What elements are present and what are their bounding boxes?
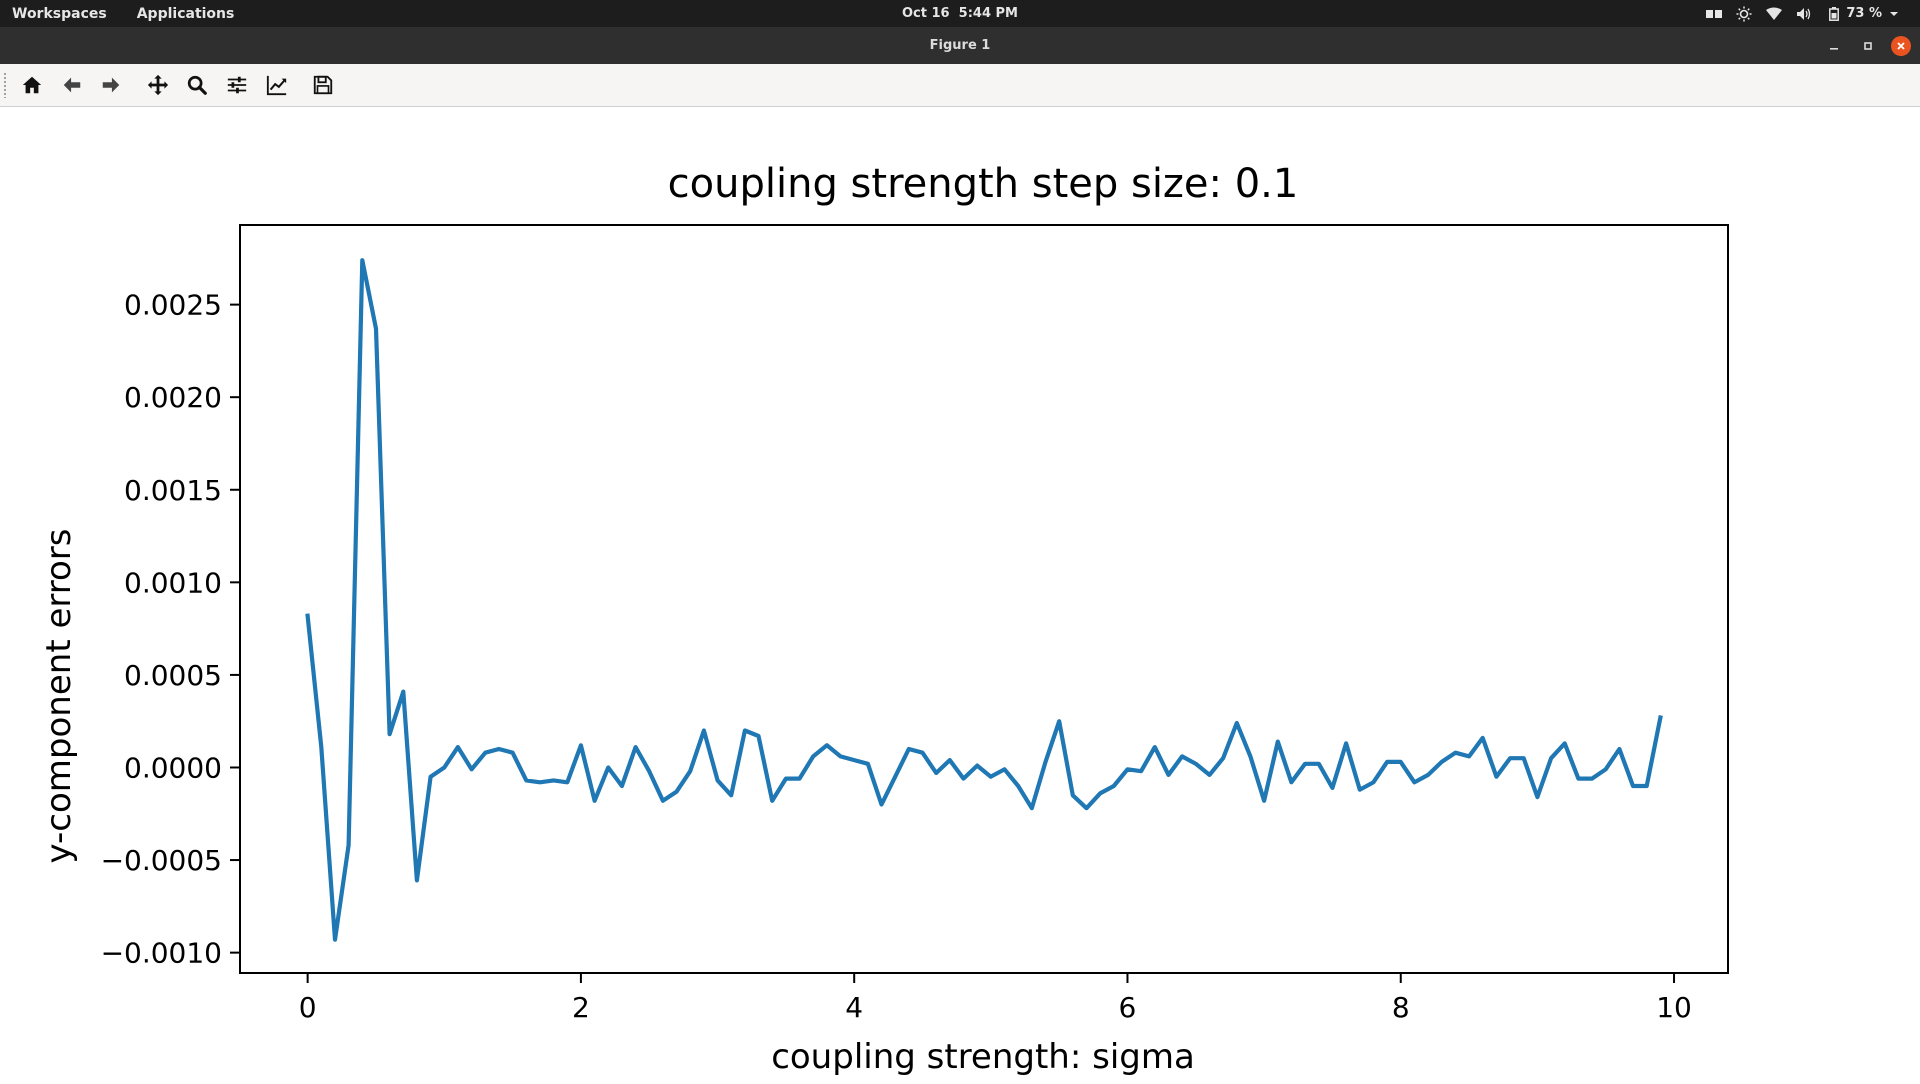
chart-title: coupling strength step size: 0.1 bbox=[668, 161, 1299, 207]
chevron-down-icon bbox=[1886, 6, 1902, 22]
toolbar-grip[interactable] bbox=[3, 72, 7, 98]
line-chart: coupling strength step size: 0.1 couplin… bbox=[39, 161, 1729, 1077]
date-label: Oct 16 bbox=[902, 6, 950, 21]
close-icon[interactable] bbox=[1891, 36, 1911, 56]
x-tick-label: 0 bbox=[299, 991, 317, 1024]
figure-canvas[interactable]: coupling strength step size: 0.1 couplin… bbox=[0, 107, 1920, 1080]
zoom-icon[interactable] bbox=[182, 72, 212, 98]
x-tick-label: 2 bbox=[572, 991, 590, 1024]
battery-indicator[interactable]: 73 % bbox=[1826, 6, 1902, 22]
edit-axis-icon[interactable] bbox=[262, 72, 292, 98]
y-tick-label: 0.0005 bbox=[124, 659, 222, 692]
wifi-icon[interactable] bbox=[1766, 6, 1783, 22]
back-icon[interactable] bbox=[57, 72, 87, 98]
matplotlib-toolbar bbox=[0, 64, 1920, 107]
x-tick-label: 10 bbox=[1656, 991, 1692, 1024]
x-axis-label: coupling strength: sigma bbox=[771, 1037, 1195, 1077]
clock[interactable]: Oct 16 5:44 PM bbox=[902, 6, 1018, 21]
y-tick-label: 0.0025 bbox=[124, 289, 222, 322]
time-label: 5:44 PM bbox=[958, 6, 1018, 21]
forward-icon[interactable] bbox=[96, 72, 126, 98]
system-top-bar: Workspaces Applications Oct 16 5:44 PM 7… bbox=[0, 0, 1920, 27]
configure-subplots-icon[interactable] bbox=[222, 72, 252, 98]
maximize-icon[interactable] bbox=[1858, 36, 1878, 56]
x-tick-label: 4 bbox=[845, 991, 863, 1024]
y-tick-label: 0.0020 bbox=[124, 381, 222, 414]
y-axis-ticks: −0.0010 −0.0005 0.0000 0.0005 0.0010 0.0015 0.… bbox=[101, 289, 240, 970]
x-tick-label: 6 bbox=[1119, 991, 1137, 1024]
y-tick-label: −0.0005 bbox=[101, 844, 222, 877]
x-tick-label: 8 bbox=[1392, 991, 1410, 1024]
window-title-bar[interactable]: Figure 1 bbox=[0, 27, 1920, 64]
minimize-icon[interactable] bbox=[1824, 36, 1844, 56]
save-icon[interactable] bbox=[308, 72, 338, 98]
applications-menu[interactable]: Applications bbox=[136, 5, 235, 22]
home-icon[interactable] bbox=[17, 72, 47, 98]
pan-icon[interactable] bbox=[143, 72, 173, 98]
brightness-icon[interactable] bbox=[1736, 6, 1752, 22]
y-tick-label: 0.0015 bbox=[124, 474, 222, 507]
window-title: Figure 1 bbox=[929, 38, 991, 53]
y-axis-label: y-component errors bbox=[39, 529, 79, 864]
y-tick-label: −0.0010 bbox=[101, 937, 222, 970]
volume-icon[interactable] bbox=[1796, 6, 1812, 22]
battery-percent: 73 % bbox=[1846, 6, 1882, 21]
series-line bbox=[305, 258, 1663, 942]
series-layer bbox=[305, 258, 1663, 942]
workspaces-menu[interactable]: Workspaces bbox=[12, 5, 107, 22]
window-switcher-icon[interactable] bbox=[1706, 6, 1723, 22]
battery-icon bbox=[1826, 6, 1842, 22]
plot-area-frame bbox=[239, 224, 1729, 974]
y-tick-label: 0.0010 bbox=[124, 566, 222, 599]
x-axis-ticks: 0 2 4 6 8 10 bbox=[299, 973, 1692, 1024]
y-tick-label: 0.0000 bbox=[124, 751, 222, 784]
